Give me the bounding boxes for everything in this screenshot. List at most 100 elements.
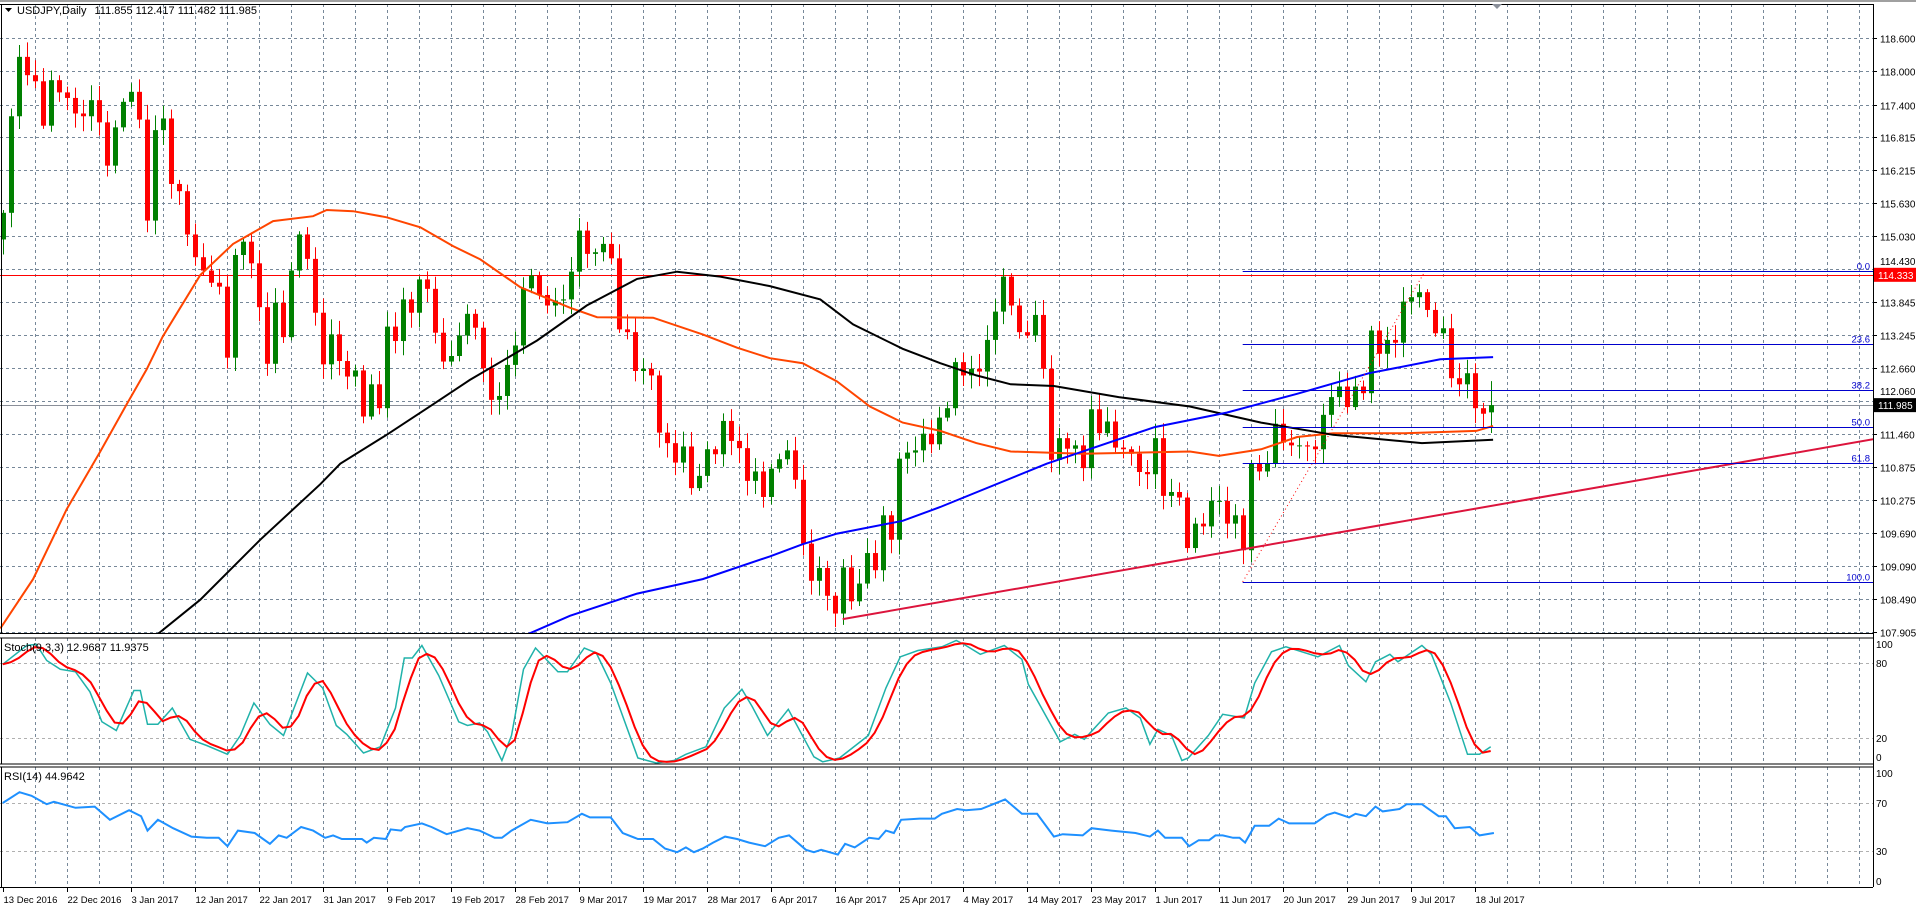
candle-bullish — [817, 556, 822, 596]
candle-bullish — [1, 210, 6, 255]
candle-bullish — [497, 382, 502, 415]
candle-bullish — [401, 287, 406, 356]
candle-bullish — [1297, 436, 1302, 459]
candle-bullish — [953, 357, 958, 416]
candle-bullish — [385, 311, 390, 418]
candle-bearish — [409, 291, 414, 328]
ma-orange — [0, 208, 1494, 630]
candle-bearish — [1313, 439, 1318, 465]
time-axis[interactable]: 13 Dec 2016 22 Dec 2016 3 Jan 2017 12 Jan 2… — [3, 887, 1525, 906]
candle-body — [649, 368, 654, 376]
date-tick-label: 28 Feb 2017 — [516, 895, 569, 906]
candle-body — [1281, 423, 1286, 443]
candle-body — [1073, 445, 1078, 449]
candle-bullish — [1385, 326, 1390, 369]
candle-body — [793, 450, 798, 480]
price-axis[interactable]: 118.600 118.000 117.400 116.815 116.215 115.6… — [1873, 35, 1916, 889]
stoch-tick-label: 0 — [1876, 753, 1882, 764]
grid — [0, 4, 1873, 887]
candle-body — [961, 362, 966, 376]
price-tick-label: 112.060 — [1880, 387, 1916, 398]
candle-bearish — [689, 431, 694, 495]
candle-bearish — [1377, 321, 1382, 367]
rsi-pane[interactable] — [2, 791, 1495, 856]
rsi-line — [2, 791, 1495, 856]
candle-bearish — [761, 461, 766, 508]
candle-bullish — [1073, 440, 1078, 464]
candle-bearish — [1081, 435, 1086, 482]
candle-bearish — [377, 370, 382, 415]
candle-bearish — [169, 109, 174, 199]
candle-body — [65, 92, 70, 98]
candle-body — [1249, 463, 1254, 551]
date-tick-label: 20 Jun 2017 — [1284, 895, 1336, 906]
candle-body — [833, 595, 838, 614]
candle-bearish — [1201, 513, 1206, 535]
candle-body — [889, 515, 894, 540]
candle-body — [161, 118, 166, 131]
candle-body — [1185, 497, 1190, 549]
candle-bearish — [433, 276, 438, 344]
candle-bullish — [1353, 375, 1358, 411]
candle-bearish — [393, 312, 398, 354]
candle-bearish — [889, 511, 894, 554]
candle-bullish — [969, 355, 974, 389]
candle-body — [665, 432, 670, 444]
candle-body — [921, 433, 926, 451]
price-tick-label: 114.430 — [1880, 257, 1916, 268]
candle-body — [113, 127, 118, 166]
candle-bullish — [769, 463, 774, 505]
candle-body — [1169, 491, 1174, 496]
candle-bullish — [1001, 268, 1006, 325]
candle-bullish — [353, 365, 358, 387]
date-tick-label: 23 May 2017 — [1092, 895, 1147, 906]
candle-bearish — [961, 353, 966, 386]
candle-body — [489, 368, 494, 400]
date-tick-label: 22 Dec 2016 — [68, 895, 122, 906]
candle-bullish — [681, 431, 686, 473]
candle-bullish — [1057, 427, 1062, 475]
candle-bearish — [833, 592, 838, 628]
candle-body — [1345, 386, 1350, 408]
main-pane[interactable] — [0, 42, 1873, 638]
candle-body — [1217, 500, 1222, 502]
candle-body — [697, 475, 702, 489]
candle-body — [537, 275, 542, 295]
candle-body — [609, 243, 614, 259]
candle-body — [177, 183, 182, 192]
candle-body — [809, 543, 814, 581]
candle-bullish — [129, 83, 134, 107]
stochastic-pane[interactable] — [2, 639, 1492, 764]
candle-bearish — [473, 309, 478, 340]
candle-body — [849, 567, 854, 602]
candle-bearish — [657, 370, 662, 448]
candle-body — [1417, 292, 1422, 298]
candle-bearish — [809, 529, 814, 595]
candle-body — [1313, 446, 1318, 450]
candle-bearish — [321, 298, 326, 379]
candle-body — [1065, 438, 1070, 449]
candle-body — [1489, 405, 1494, 413]
candle-bullish — [785, 440, 790, 465]
chart-shift-marker-icon[interactable] — [1492, 4, 1502, 9]
candle-bullish — [505, 349, 510, 410]
candle-bearish — [713, 446, 718, 464]
bid-line-price-box — [1874, 398, 1916, 413]
candle-body — [553, 300, 558, 306]
candle-body — [1209, 500, 1214, 527]
candle-bullish — [1033, 300, 1038, 342]
candle-bullish — [1105, 407, 1110, 437]
candle-body — [801, 479, 806, 544]
price-tick-label: 118.000 — [1880, 68, 1916, 79]
candle-body — [321, 312, 326, 365]
resistance-line-price-box — [1874, 267, 1916, 282]
candle-body — [737, 440, 742, 449]
candle-bearish — [1129, 446, 1134, 466]
candle-bullish — [1193, 517, 1198, 553]
candle-body — [225, 286, 230, 358]
candle-body — [377, 384, 382, 409]
triangle-down-icon[interactable] — [5, 8, 12, 12]
candle-bearish — [977, 353, 982, 387]
